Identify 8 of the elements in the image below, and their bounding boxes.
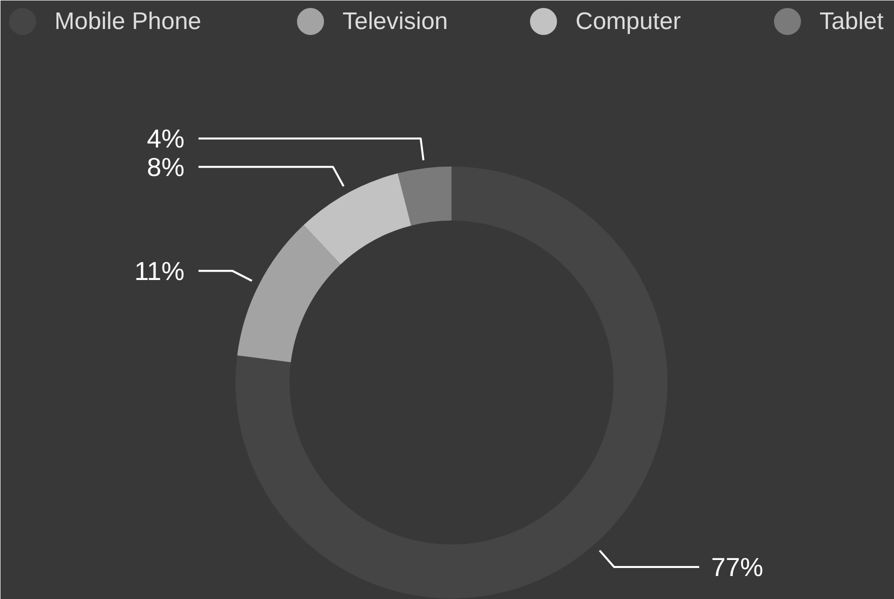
legend-label: Mobile Phone [54, 8, 202, 35]
data-label: 8% [146, 152, 184, 182]
data-label: 77% [711, 552, 764, 582]
data-label: 11% [134, 256, 184, 286]
data-label: 4% [146, 123, 184, 154]
legend-label: Tablet [820, 8, 884, 35]
legend-label: Computer [576, 8, 681, 35]
legend-label: Television [342, 8, 448, 35]
